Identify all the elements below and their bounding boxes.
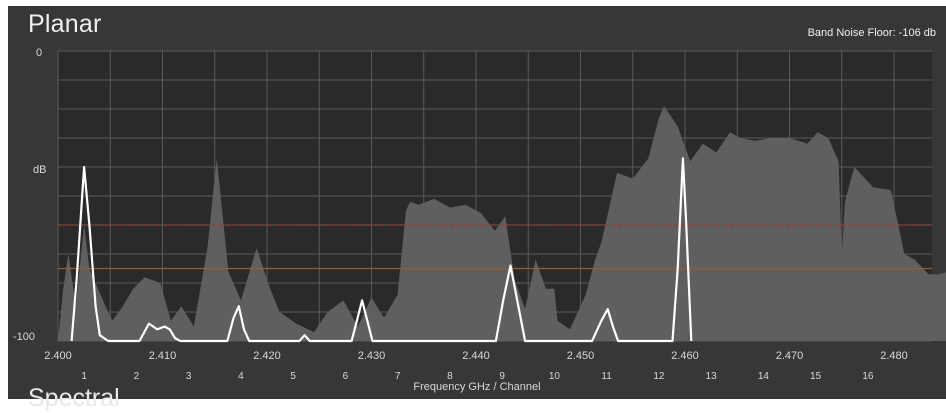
channel-tick-label: 5 <box>290 371 296 382</box>
energy-area <box>58 106 946 341</box>
channel-tick-label: 9 <box>499 371 505 382</box>
signal-line <box>70 157 693 343</box>
noise-floor-label: Band Noise Floor: -106 db <box>807 27 936 39</box>
panel-title: Planar <box>28 10 102 38</box>
frequency-tick-label: 2.460 <box>671 350 699 362</box>
frequency-tick-label: 2.400 <box>44 350 72 362</box>
channel-tick-label: 6 <box>343 371 349 382</box>
channel-tick-label: 14 <box>758 371 770 382</box>
frequency-tick-label: 2.440 <box>462 350 490 362</box>
channel-tick-label: 7 <box>395 371 401 382</box>
channel-tick-label: 16 <box>862 371 874 382</box>
frequency-tick-label: 2.410 <box>149 350 177 362</box>
frequency-tick-label: 2.480 <box>880 350 908 362</box>
channel-tick-label: 13 <box>706 371 718 382</box>
channel-tick-label: 2 <box>134 371 140 382</box>
channel-tick-label: 11 <box>601 371 612 382</box>
channel-tick-label: 1 <box>81 371 87 382</box>
frequency-tick-label: 2.450 <box>567 350 595 362</box>
channel-tick-label: 12 <box>653 371 665 382</box>
channel-tick-label: 4 <box>238 371 244 382</box>
x-axis-label: Frequency GHz / Channel <box>413 381 540 393</box>
channel-tick-label: 3 <box>186 371 192 382</box>
threshold-lines <box>58 224 932 270</box>
channel-tick-label: 8 <box>447 371 453 382</box>
frequency-tick-label: 2.420 <box>253 350 281 362</box>
planar-spectrum-chart: 2.400 2.410 2.420 2.430 2.440 2.450 2.460 2.470… <box>13 47 946 393</box>
frequency-tick-label: 2.430 <box>358 350 386 362</box>
y-tick-bottom: -100 <box>13 331 35 343</box>
frequency-tick-label: 2.470 <box>776 350 804 362</box>
y-tick-top: 0 <box>36 47 42 59</box>
y-axis-label: dB <box>33 164 46 176</box>
channel-tick-label: 10 <box>549 371 561 382</box>
x-axis-ticks: 2.400 2.410 2.420 2.430 2.440 2.450 2.460 2.470… <box>44 350 908 382</box>
channel-tick-label: 15 <box>810 371 822 382</box>
